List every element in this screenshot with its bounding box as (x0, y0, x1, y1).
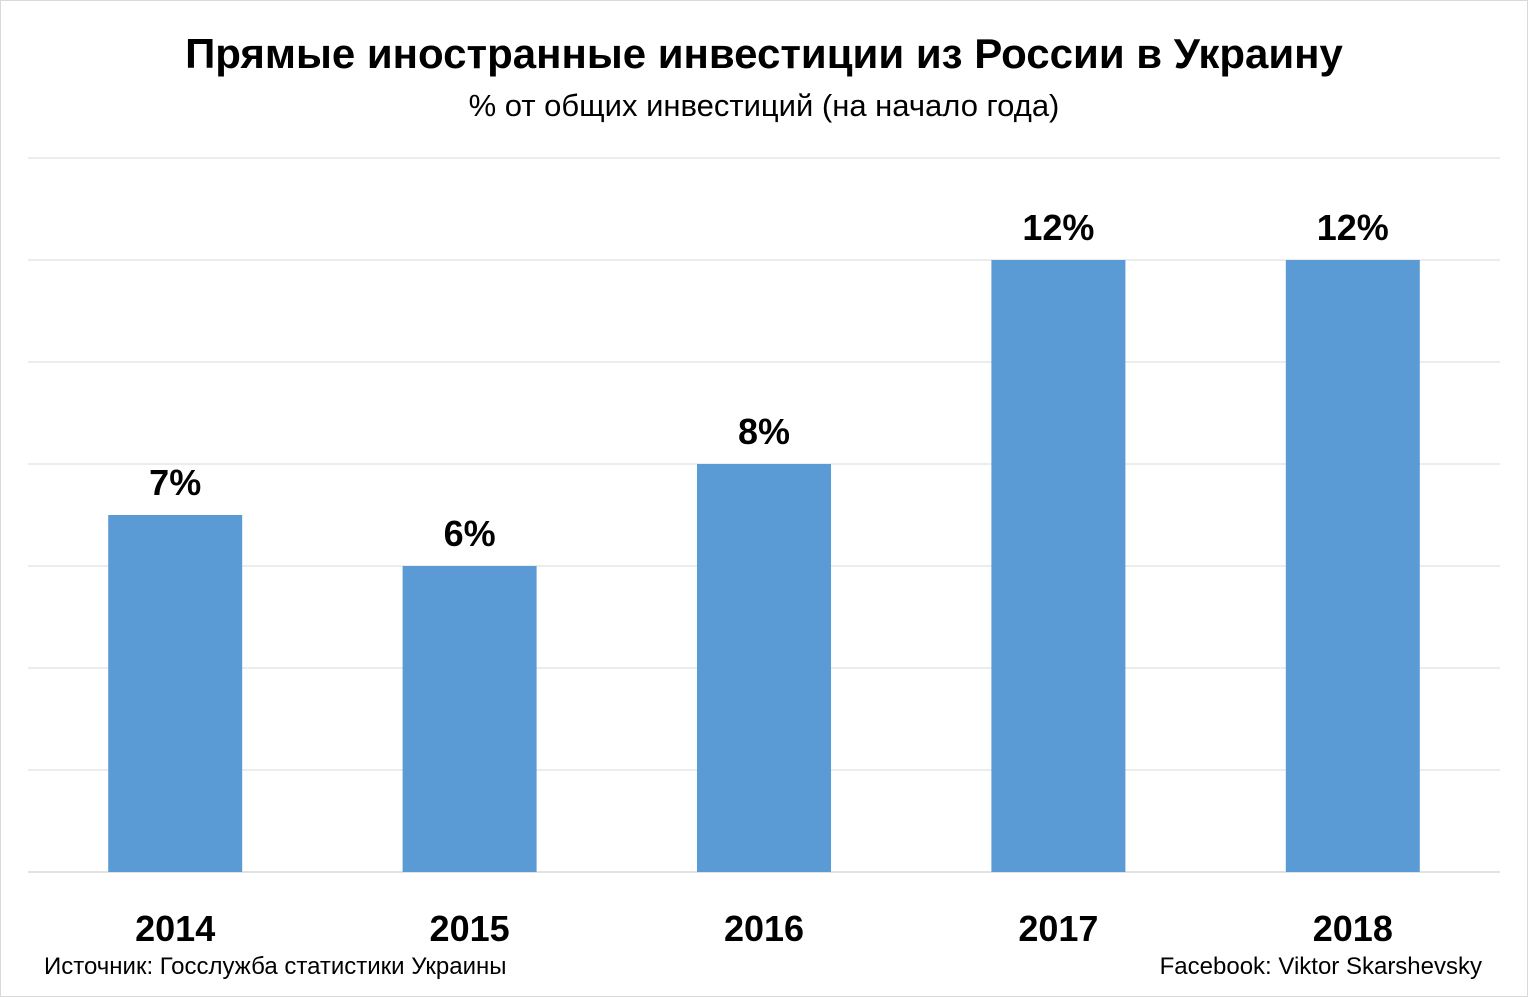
bar-2015 (402, 566, 537, 872)
author-credit: Facebook: Viktor Skarshevsky (1159, 953, 1482, 980)
chart-subtitle: % от общих инвестиций (на начало года) (468, 88, 1060, 123)
data-label-2018: 12% (1317, 207, 1389, 248)
x-tick-label-2017: 2017 (1018, 908, 1098, 949)
data-label-2014: 7% (149, 462, 201, 503)
source-note: Источник: Госслужба статистики Украины (44, 953, 507, 980)
bar-2017 (991, 260, 1126, 872)
x-tick-label-2018: 2018 (1313, 908, 1393, 949)
data-label-2016: 8% (738, 411, 790, 452)
bar-2014 (108, 515, 243, 872)
data-label-2017: 12% (1022, 207, 1094, 248)
bar-2016 (697, 464, 831, 872)
chart-title: Прямые иностранные инвестиции из России … (185, 30, 1343, 77)
x-tick-label-2014: 2014 (135, 908, 215, 949)
bar-2018 (1285, 260, 1420, 872)
data-label-2015: 6% (444, 513, 496, 554)
x-tick-label-2016: 2016 (724, 908, 804, 949)
x-tick-label-2015: 2015 (430, 908, 510, 949)
